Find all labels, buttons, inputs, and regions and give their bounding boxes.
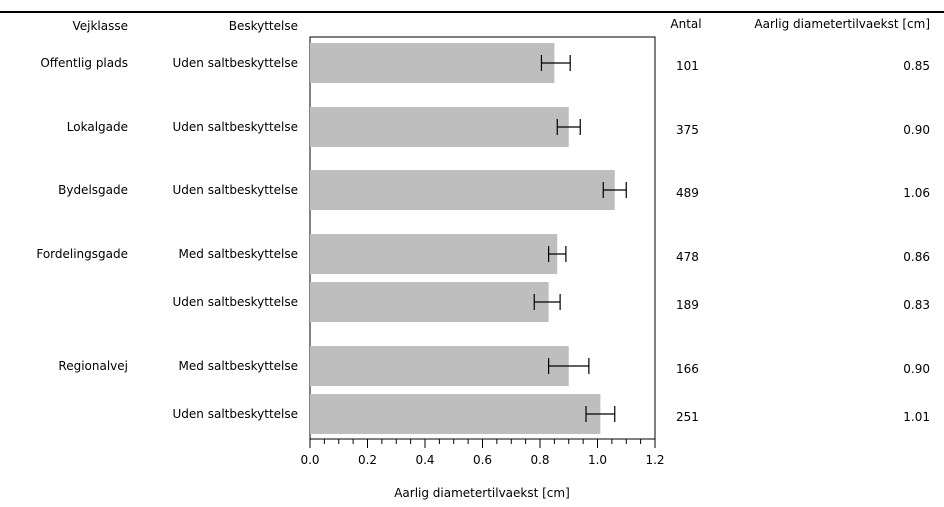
data-value-label: 0.85 — [903, 59, 930, 73]
protection-label: Uden saltbeskyttelse — [173, 407, 298, 421]
bar-row: Bydelsgade Uden saltbeskyttelse 489 1.06 — [58, 170, 930, 210]
count-value: 489 — [676, 186, 699, 200]
protection-label: Uden saltbeskyttelse — [173, 295, 298, 309]
road-class-label: Regionalvej — [58, 359, 128, 373]
bar — [310, 107, 569, 147]
bar-row: Offentlig plads Uden saltbeskyttelse 101 0.… — [40, 43, 930, 83]
protection-label: Uden saltbeskyttelse — [173, 56, 298, 70]
x-tick-label: 1.0 — [588, 453, 607, 467]
bar-row: Uden saltbeskyttelse 251 1.01 — [173, 394, 930, 434]
bar — [310, 234, 558, 274]
header-road-class: Vejklasse — [72, 19, 128, 33]
rows-layer: Offentlig plads Uden saltbeskyttelse 101 0.… — [36, 43, 930, 434]
count-value: 251 — [676, 410, 699, 424]
bar — [310, 282, 549, 322]
count-value: 375 — [676, 123, 699, 137]
data-value-label: 0.90 — [903, 362, 930, 376]
header-value: Aarlig diametertilvaekst [cm] — [754, 17, 930, 31]
bar-row: Lokalgade Uden saltbeskyttelse 375 0.90 — [67, 107, 930, 147]
bar-row: Fordelingsgade Med saltbeskyttelse 478 0.86 — [36, 234, 930, 274]
x-tick-label: 0.2 — [358, 453, 377, 467]
header-count: Antal — [670, 17, 701, 31]
protection-label: Med saltbeskyttelse — [179, 359, 298, 373]
protection-label: Med saltbeskyttelse — [179, 247, 298, 261]
x-tick-label: 0.8 — [530, 453, 549, 467]
road-class-label: Lokalgade — [67, 120, 128, 134]
data-value-label: 0.86 — [903, 250, 930, 264]
data-value-label: 1.01 — [903, 410, 930, 424]
road-class-label: Fordelingsgade — [36, 247, 128, 261]
x-tick-label: 1.2 — [645, 453, 664, 467]
data-value-label: 0.83 — [903, 298, 930, 312]
data-value-label: 1.06 — [903, 186, 930, 200]
road-class-label: Offentlig plads — [40, 56, 128, 70]
header-protection: Beskyttelse — [229, 19, 298, 33]
data-value-label: 0.90 — [903, 123, 930, 137]
count-value: 166 — [676, 362, 699, 376]
protection-label: Uden saltbeskyttelse — [173, 120, 298, 134]
x-axis: 0.0 0.2 0.4 0.6 0.8 1.0 1.2 — [300, 439, 665, 467]
protection-label: Uden saltbeskyttelse — [173, 183, 298, 197]
road-class-label: Bydelsgade — [58, 183, 128, 197]
x-tick-label: 0.4 — [415, 453, 434, 467]
bar — [310, 394, 601, 434]
x-axis-label: Aarlig diametertilvaekst [cm] — [394, 486, 570, 500]
bar — [310, 43, 555, 83]
count-value: 478 — [676, 250, 699, 264]
x-tick-label: 0.6 — [473, 453, 492, 467]
bar-row: Regionalvej Med saltbeskyttelse 166 0.90 — [58, 346, 930, 386]
bar-row: Uden saltbeskyttelse 189 0.83 — [173, 282, 930, 322]
x-tick-label: 0.0 — [300, 453, 319, 467]
bar — [310, 346, 569, 386]
count-value: 189 — [676, 298, 699, 312]
bar — [310, 170, 615, 210]
count-value: 101 — [676, 59, 699, 73]
